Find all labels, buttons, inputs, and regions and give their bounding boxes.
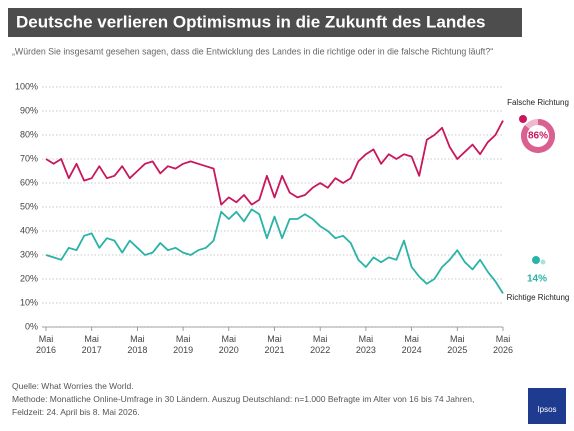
legend-dot [519,115,527,123]
x-tick-label: Mai 2026 [492,334,514,355]
y-tick-label: 80% [20,129,38,139]
y-tick-label: 50% [20,201,38,211]
value-label: 86% [528,131,548,142]
ring [521,119,555,153]
legend-dot [532,256,540,264]
y-tick-label: 20% [20,273,38,283]
x-tick-label: Mai 2018 [127,334,148,355]
x-tick-label: Mai 2019 [173,334,194,355]
y-tick-label: 60% [20,177,38,187]
x-tick-label: Mai 2022 [310,334,331,355]
x-tick-label: Mai 2016 [35,334,57,355]
x-tick-label: Mai 2021 [264,334,285,355]
y-tick-label: 100% [15,81,38,91]
y-tick-label: 90% [20,105,38,115]
x-tick-label: Mai 2025 [447,334,468,355]
legend-label: Falsche Richtung [507,98,569,107]
x-tick-label: Mai 2023 [355,334,376,355]
logo: Ipsos [537,405,556,414]
x-tick-label: Mai 2024 [401,334,422,355]
legend-dot-trail [540,259,546,265]
y-tick-label: 40% [20,225,38,235]
y-tick-label: 0% [25,321,38,331]
line [45,208,504,294]
y-tick-label: 30% [20,249,38,259]
logo-box [528,388,566,424]
source-text: Methode: Monatliche Online-Umfrage in 30… [12,394,475,404]
title-box [8,8,522,37]
x-tick-label: Mai 2017 [81,334,102,355]
chart-title: Deutsche verlieren Optimismus in die Zuk… [16,12,486,31]
legend-label: Richtige Richtung [507,293,570,302]
source-text: Feldzeit: 24. April bis 8. Mai 2026. [12,407,140,417]
line [45,120,504,206]
value-label: 14% [527,274,547,285]
y-tick-label: 70% [20,153,38,163]
subtitle: „Würden Sie insgesamt gesehen sagen, das… [12,46,493,56]
x-tick-label: Mai 2020 [218,334,239,355]
source-text: Quelle: What Worries the World. [12,381,134,391]
y-tick-label: 10% [20,297,38,307]
